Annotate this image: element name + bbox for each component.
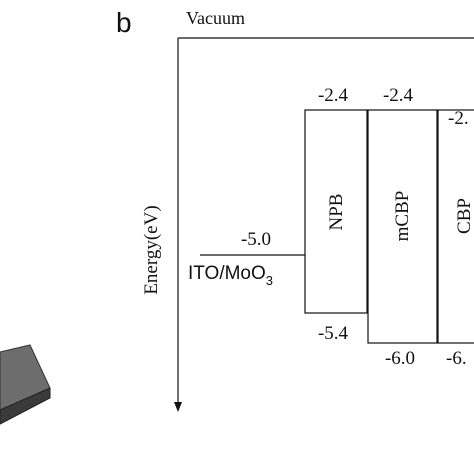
layer-box — [437, 109, 474, 344]
slab-side — [0, 387, 51, 425]
lumo-label: -2.4 — [318, 85, 349, 106]
panel-label: b — [116, 7, 132, 38]
lumo-label: -2.4 — [383, 85, 414, 106]
lumo-label: -2. — [448, 108, 469, 129]
homo-label: -5.4 — [318, 323, 349, 344]
layer-name: CBP — [454, 198, 474, 234]
anode-level-label: -5.0 — [241, 229, 271, 250]
layer-name: NPB — [326, 194, 347, 231]
homo-label: -6.0 — [385, 348, 415, 369]
anode-name-main: ITO/MoO — [188, 263, 266, 284]
layer-box — [367, 109, 438, 344]
anode-name-sub: 3 — [266, 273, 273, 288]
y-axis-label: Energy(eV) — [141, 205, 162, 294]
homo-label: -6. — [446, 348, 467, 369]
axis-arrow — [174, 402, 182, 412]
vacuum-label: Vacuum — [186, 8, 245, 28]
layer-box — [304, 109, 368, 314]
layer-name: mCBP — [392, 191, 413, 242]
anode-name: ITO/MoO3 — [188, 263, 273, 288]
